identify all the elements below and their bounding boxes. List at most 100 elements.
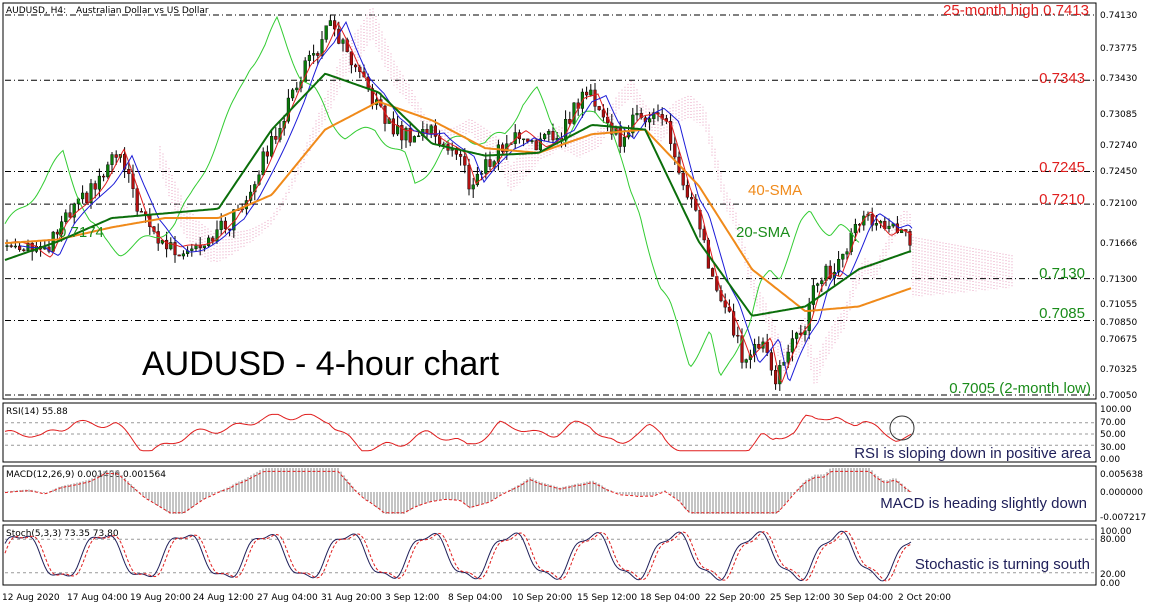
candle-body [635,113,639,116]
candle-body [51,231,55,252]
rsi-header: RSI(14) 55.88 [6,407,68,417]
main-pane [2,2,1097,400]
candle-body [261,151,265,176]
candle-body [106,164,110,178]
candlesticks [5,15,912,391]
candle-body [484,159,488,174]
candle-body [391,118,395,135]
indicator-lines [4,15,913,383]
candle-body [538,138,542,151]
candle-body [85,192,89,204]
level-label-7130: 0.7130 [1039,265,1085,282]
candle-body [522,138,526,141]
candle-body [312,53,316,56]
price-tick: 0.72740 [1100,141,1137,151]
candle-body [488,159,492,167]
candle-body [853,223,857,234]
candle-body [824,265,828,281]
price-axis: 0.74130 0.73775 0.73430 0.73085 0.72740 … [1100,11,1137,401]
candle-body [702,228,706,241]
price-tick: 0.70050 [1100,391,1137,401]
candle-body [333,20,337,30]
stoch-tick: 80.00 [1100,535,1126,545]
macd-histogram [4,468,912,514]
ichimoku-cloud [159,8,1013,384]
candle-body [412,136,416,143]
time-tick: 17 Aug 04:00 [67,593,128,603]
candle-body [467,165,471,190]
candle-body [908,231,912,246]
time-tick: 8 Sep 04:00 [448,593,503,603]
level-label-7085: 0.7085 [1039,305,1085,322]
macd-note: MACD is heading slightly down [880,495,1087,512]
candle-body [723,300,727,308]
candle-body [673,143,677,158]
candle-body [648,118,652,123]
macd-pane [2,465,1097,522]
price-tick: 0.74130 [1100,11,1137,21]
candle-body [463,156,467,166]
base-line [19,20,913,382]
level-label-7245: 0.7245 [1039,159,1085,176]
stoch-note: Stochastic is turning south [915,556,1090,573]
time-tick: 30 Sep 04:00 [833,593,893,603]
time-tick: 25 Sep 12:00 [770,593,830,603]
candle-body [816,283,820,286]
candle-body [324,25,328,40]
candle-body [22,249,26,251]
candle-body [282,121,286,129]
candle-body [404,127,408,141]
price-tick: 0.73775 [1100,44,1137,54]
price-tick: 0.72450 [1100,167,1137,177]
candle-body [757,344,761,349]
candle-body [685,184,689,198]
sma40-line [4,100,912,313]
candle-body [68,212,72,218]
candle-body [408,127,412,143]
candle-body [622,136,626,147]
time-tick: 27 Aug 04:00 [257,593,318,603]
candle-body [72,203,76,218]
macd-header: MACD(12,26,9) 0.001406 0.001564 [6,470,166,480]
candle-body [807,304,811,331]
candle-body [80,192,85,200]
stoch-tick: 100.00 [1100,527,1132,537]
candle-body [328,20,332,26]
price-tick: 0.73085 [1100,110,1137,120]
time-tick: 15 Sep 12:00 [577,593,637,603]
candle-body [341,39,345,44]
candle-body [841,253,845,260]
candle-body [711,268,715,277]
candle-body [769,352,773,371]
price-tick: 0.72100 [1100,199,1137,209]
candle-body [790,338,794,353]
candle-body [5,245,9,247]
candle-body [97,175,101,190]
rsi-path [4,413,912,452]
candle-body [736,335,740,337]
candle-body [681,172,685,186]
candle-body [874,223,878,226]
time-tick: 12 Aug 2020 [2,593,60,603]
rsi-tick: 50.00 [1100,430,1126,440]
price-tick: 0.71666 [1100,239,1137,249]
candle-body [795,332,799,339]
time-tick: 24 Aug 12:00 [193,593,254,603]
candle-body [13,245,17,248]
level-label-high: 25-month high 0.7413 [943,2,1089,19]
price-tick: 0.73430 [1100,74,1137,84]
macd-signal-line [4,470,912,514]
candle-body [765,341,769,353]
time-tick: 22 Sep 20:00 [705,593,765,603]
price-tick: 0.70850 [1100,318,1137,328]
candle-body [887,225,891,229]
candle-body [181,253,185,257]
candle-body [837,259,841,273]
time-tick: 19 Aug 20:00 [130,593,191,603]
candle-body [177,254,181,257]
price-tick: 0.70325 [1100,365,1137,375]
price-tick: 0.71055 [1100,300,1137,310]
candle-body [122,154,127,170]
candle-body [270,136,274,157]
candle-body [820,280,824,284]
